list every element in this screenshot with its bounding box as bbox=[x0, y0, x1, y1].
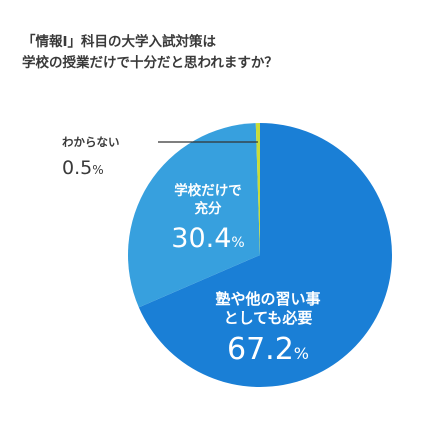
pie-slice-2 bbox=[255, 123, 260, 255]
slice-label-0-line-1: としても必要 bbox=[224, 309, 313, 327]
pie-slice-1 bbox=[127, 123, 260, 308]
chart-title: 「情報Ⅰ」科目の大学入試対策は 学校の授業だけで十分だと思われますか？ bbox=[22, 32, 278, 74]
chart-title-line-1: 「情報Ⅰ」科目の大学入試対策は bbox=[22, 34, 217, 50]
chart-title-line-2: 学校の授業だけで十分だと思われますか？ bbox=[22, 55, 278, 71]
slice-value-2: 0.5% bbox=[62, 157, 104, 179]
slice-label-2-line-0: わからない bbox=[62, 135, 120, 149]
slice-label-0-line-0: 塾や他の習い事 bbox=[215, 290, 320, 308]
slice-label-1-line-0: 学校だけで bbox=[174, 182, 242, 199]
slice-label-1-line-1: 充分 bbox=[195, 200, 222, 217]
slice-value-1: 30.4% bbox=[171, 223, 244, 254]
slice-value-0: 67.2% bbox=[227, 332, 309, 367]
pie-slice-0 bbox=[138, 123, 392, 387]
